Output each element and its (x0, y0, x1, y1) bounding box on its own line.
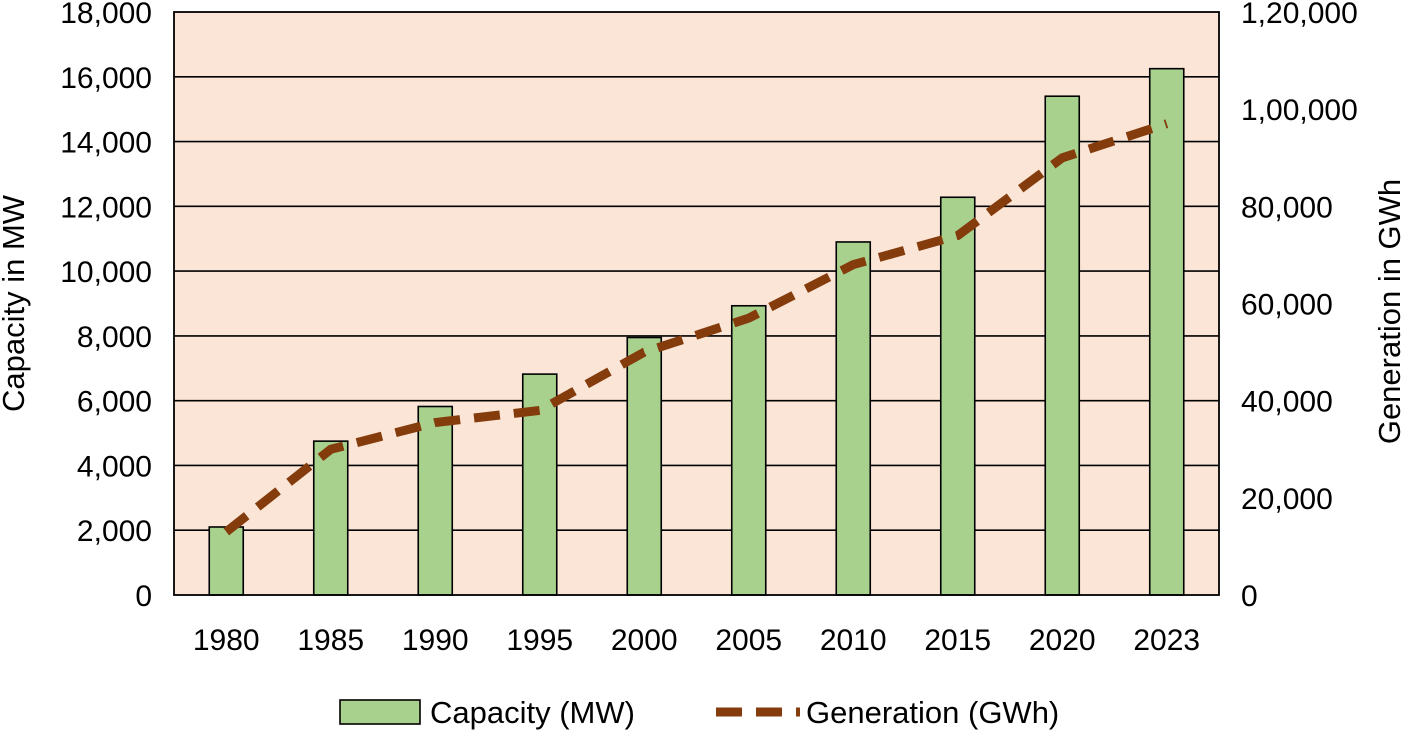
x-tick-label: 2000 (611, 624, 678, 657)
y-tick-label-left: 6,000 (77, 386, 152, 419)
y-tick-label-left: 16,000 (60, 62, 152, 95)
y-tick-label-right: 0 (1241, 580, 1258, 613)
x-tick-label: 1980 (193, 624, 260, 657)
legend: Capacity (MW) Generation (GWh) (339, 695, 1059, 730)
plot-border (173, 11, 1220, 596)
y-tick-label-left: 12,000 (60, 191, 152, 224)
x-tick-label: 1995 (506, 624, 573, 657)
axes: 0 2,000 4,000 6,000 8,000 10,000 12,000 14,000 1… (60, 0, 1358, 657)
y-tick-label-left: 18,000 (60, 0, 152, 30)
y-tick-label-left: 14,000 (60, 127, 152, 160)
capacity-bar (835, 241, 872, 596)
y-tick-label-right: 60,000 (1241, 289, 1333, 322)
y-tick-label-right: 80,000 (1241, 191, 1333, 224)
capacity-bars (208, 67, 1185, 596)
x-tick-label: 1990 (402, 624, 469, 657)
capacity-bar (626, 336, 663, 596)
capacity-bar (1148, 67, 1185, 596)
legend-capacity-label: Capacity (MW) (430, 695, 635, 730)
x-tick-label: 2005 (715, 624, 782, 657)
generation-line (223, 119, 1169, 536)
y-tick-label-right: 40,000 (1241, 386, 1333, 419)
y-tick-label-right: 1,00,000 (1241, 94, 1358, 127)
legend-capacity-swatch (339, 699, 421, 725)
capacity-bar (208, 526, 245, 596)
y-tick-label-right: 1,20,000 (1241, 0, 1358, 30)
y-axis-label-right: Generation in GWh (1372, 179, 1407, 444)
x-tick-label: 2020 (1029, 624, 1096, 657)
y-tick-label-right: 20,000 (1241, 483, 1333, 516)
legend-generation-label: Generation (GWh) (806, 695, 1059, 730)
x-tick-label: 1985 (297, 624, 364, 657)
y-tick-label-left: 8,000 (77, 321, 152, 354)
y-tick-label-left: 0 (135, 580, 152, 613)
x-tick-label: 2010 (820, 624, 887, 657)
y-tick-label-left: 2,000 (77, 515, 152, 548)
capacity-bar (730, 304, 767, 596)
x-tick-label: 2015 (924, 624, 991, 657)
capacity-bar (312, 440, 349, 596)
capacity-bar (417, 405, 454, 596)
capacity-bar (1044, 95, 1081, 596)
capacity-bar (521, 373, 558, 596)
y-axis-label-left: Capacity in MW (0, 194, 31, 412)
x-tick-label: 2023 (1133, 624, 1200, 657)
y-tick-label-left: 10,000 (60, 256, 152, 289)
capacity-bar (939, 196, 976, 596)
y-tick-label-left: 4,000 (77, 450, 152, 483)
